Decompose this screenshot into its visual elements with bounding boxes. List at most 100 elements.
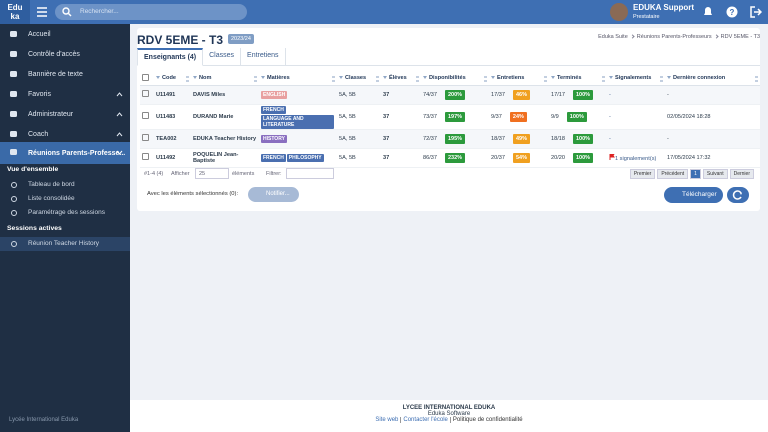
cell-completed: 9/9 100% [549, 104, 607, 130]
search-placeholder: Rechercher... [80, 8, 119, 15]
cell-availability: 73/37 197% [421, 104, 489, 130]
column-header[interactable]: Dernière connexion [665, 72, 760, 86]
column-header[interactable]: Code [154, 72, 191, 86]
reports[interactable]: 1 signalement(s) [615, 155, 657, 162]
nav-item[interactable]: Favoris [0, 84, 130, 104]
footer-link[interactable]: Site web [375, 417, 399, 423]
column-header[interactable]: Disponibilités [421, 72, 489, 86]
cell-availability: 86/37 232% [421, 148, 489, 168]
nav-item[interactable]: Accueil [0, 24, 130, 44]
chevron[interactable] [116, 112, 123, 117]
footer-link[interactable]: Contacter l'école [400, 417, 450, 423]
column-header[interactable]: Élèves [381, 72, 421, 86]
tab[interactable]: Classes [203, 48, 242, 66]
selection-label: Avec les éléments sélectionnés (0): [147, 191, 239, 197]
nav-item[interactable]: Réunions Parents-Professe... [0, 142, 130, 164]
page-size[interactable]: 25 [195, 168, 229, 179]
separator [630, 34, 635, 39]
chevron[interactable] [116, 92, 123, 97]
cell-last-login: - [665, 129, 760, 149]
crumb[interactable]: Eduka Suite [598, 34, 628, 40]
chevron[interactable] [116, 132, 123, 137]
count: 18/18 [551, 135, 565, 142]
cell-classes: 5A, 5B [337, 104, 381, 130]
checkbox[interactable] [142, 112, 149, 119]
page-button[interactable]: Premier [629, 169, 656, 179]
cell-interviews: 18/37 49% [489, 129, 549, 149]
download-button[interactable]: Télécharger [664, 187, 723, 203]
sub-item[interactable]: Tableau de bord [28, 181, 75, 188]
filter-input[interactable] [286, 168, 334, 179]
nav-item[interactable]: Bannière de texte [0, 64, 130, 84]
checkbox[interactable] [142, 134, 149, 141]
teachers-table: Code Nom Matières Classes Élèves Disponibilit… [140, 72, 760, 168]
sub-item[interactable]: Paramétrage des sessions [28, 209, 105, 216]
sort-icon [484, 75, 487, 82]
sort-icon [186, 75, 189, 82]
column-header[interactable]: Classes [337, 72, 381, 86]
help-icon[interactable]: ? [726, 6, 738, 18]
column-header[interactable]: Matières [259, 72, 337, 86]
filter-icon [193, 75, 197, 79]
filter-icon [383, 75, 387, 79]
search-box[interactable]: Rechercher... [55, 4, 247, 20]
page-button[interactable]: Dernier [729, 169, 754, 179]
refresh-button[interactable] [727, 187, 749, 203]
tab[interactable]: Entretiens [241, 48, 286, 66]
nav-item[interactable]: Coach [0, 124, 130, 144]
filter-icon [423, 75, 427, 79]
cell-classes: 5A, 5B [337, 85, 381, 105]
cell-completed: 20/20 100% [549, 148, 607, 168]
sort-icon [544, 75, 547, 82]
svg-text:?: ? [730, 8, 735, 17]
avatar[interactable] [610, 3, 628, 21]
page-button[interactable]: Précédent [657, 169, 689, 179]
count: 20/20 [551, 154, 565, 161]
footer-software: Eduka Software [427, 411, 471, 417]
cell-students: 37 [381, 129, 421, 149]
cell-classes: 5A, 5B [337, 148, 381, 168]
nav-item[interactable]: Contrôle d'accès [0, 44, 130, 64]
column-header[interactable]: Entretiens [489, 72, 549, 86]
sub-item[interactable]: Liste consolidée [28, 195, 75, 202]
page-buttons: Premier Précédent 1 Suivant Dernier [628, 169, 754, 179]
nav-label: Contrôle d'accès [28, 50, 80, 58]
page-button[interactable]: Suivant [702, 169, 728, 179]
column-header[interactable]: Nom [191, 72, 259, 86]
menu-icon[interactable] [36, 6, 48, 18]
checkbox[interactable] [142, 73, 149, 81]
cell-name: EDUKA Teacher History [191, 129, 259, 149]
count: 9/37 [491, 113, 502, 120]
filter-icon [339, 75, 343, 79]
checkbox[interactable] [142, 153, 149, 160]
nav-label: Coach [28, 130, 49, 138]
logo[interactable]: Edu ka [0, 0, 30, 24]
year-badge: 2023/24 [228, 34, 254, 44]
checkbox[interactable] [142, 90, 149, 97]
tab[interactable]: Enseignants (4) [137, 48, 204, 66]
column-header[interactable]: Terminés [549, 72, 607, 86]
count: 20/37 [491, 154, 505, 161]
bell-icon[interactable] [702, 6, 714, 18]
table-wrap: Code Nom Matières Classes Élèves Disponibilit… [140, 72, 760, 168]
pct-badge: 100% [573, 133, 594, 144]
chevron[interactable] [116, 150, 123, 155]
count: 18/37 [491, 135, 505, 142]
cell [140, 85, 154, 105]
cell-name: DURAND Marie [191, 104, 259, 130]
nav-label: Favoris [28, 90, 51, 98]
cell-reports: 1 signalement(s) [607, 148, 665, 168]
nav-item[interactable]: Administrateur [0, 104, 130, 124]
cell-reports: - [607, 104, 665, 130]
sub-item[interactable]: Réunion Teacher History [28, 240, 100, 247]
cell-code: U11491 [154, 85, 191, 105]
notify-button[interactable]: Notifier... [248, 187, 299, 202]
filter-icon [667, 75, 671, 79]
crumb[interactable]: Réunions Parents-Professeurs [636, 34, 712, 40]
page-button[interactable]: 1 [690, 169, 701, 179]
user-name[interactable]: EDUKA Support [633, 3, 695, 12]
nav-icon [10, 71, 17, 77]
footer-link[interactable]: Politique de confidentialité [449, 417, 525, 423]
column-header[interactable]: Signalements [607, 72, 665, 86]
logout-icon[interactable] [750, 6, 762, 18]
